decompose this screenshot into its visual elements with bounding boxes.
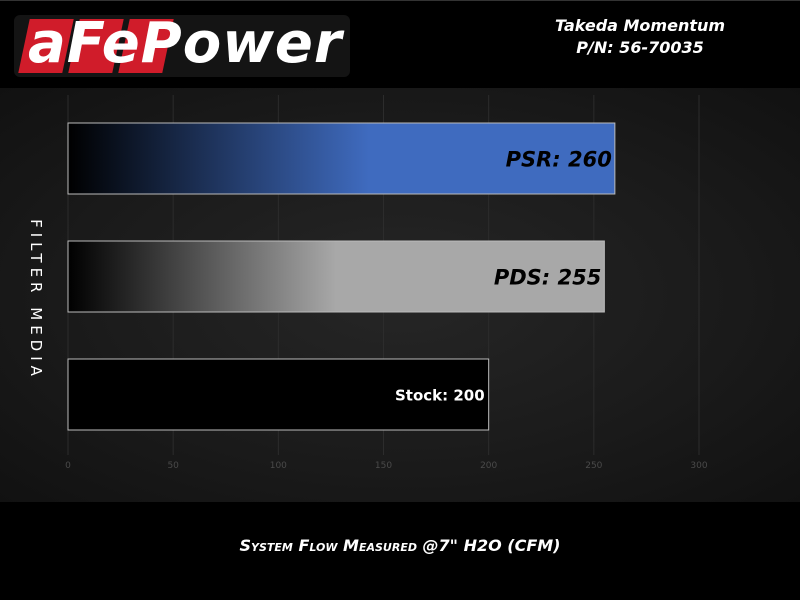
data-label: Stock: 200 [395, 387, 485, 405]
bar-stock [67, 358, 490, 431]
product-title: Takeda Momentum [554, 16, 726, 35]
title-block: Takeda Momentum P/N: 56-70035 [540, 15, 740, 59]
logo-text: aFePower [28, 11, 343, 76]
x-tick-label: 300 [690, 461, 707, 471]
x-tick-label: 150 [375, 461, 392, 471]
bar-psr [67, 122, 616, 195]
afe-power-logo: aFePower [14, 11, 350, 77]
x-tick-label: 100 [270, 461, 287, 471]
part-number: P/N: 56-70035 [576, 38, 704, 57]
x-tick-label: 50 [167, 461, 179, 471]
x-tick-label: 250 [585, 461, 602, 471]
x-axis-label: System Flow Measured @7" H2O (CFM) [239, 536, 561, 555]
data-label: PDS: 255 [494, 266, 602, 290]
footer: System Flow Measured @7" H2O (CFM) [0, 502, 800, 600]
header: aFePower Takeda Momentum P/N: 56-70035 [0, 0, 800, 88]
bar-pds [67, 240, 605, 313]
data-label: PSR: 260 [506, 148, 612, 172]
x-tick-label: 0 [65, 461, 71, 471]
x-tick-label: 200 [480, 461, 497, 471]
